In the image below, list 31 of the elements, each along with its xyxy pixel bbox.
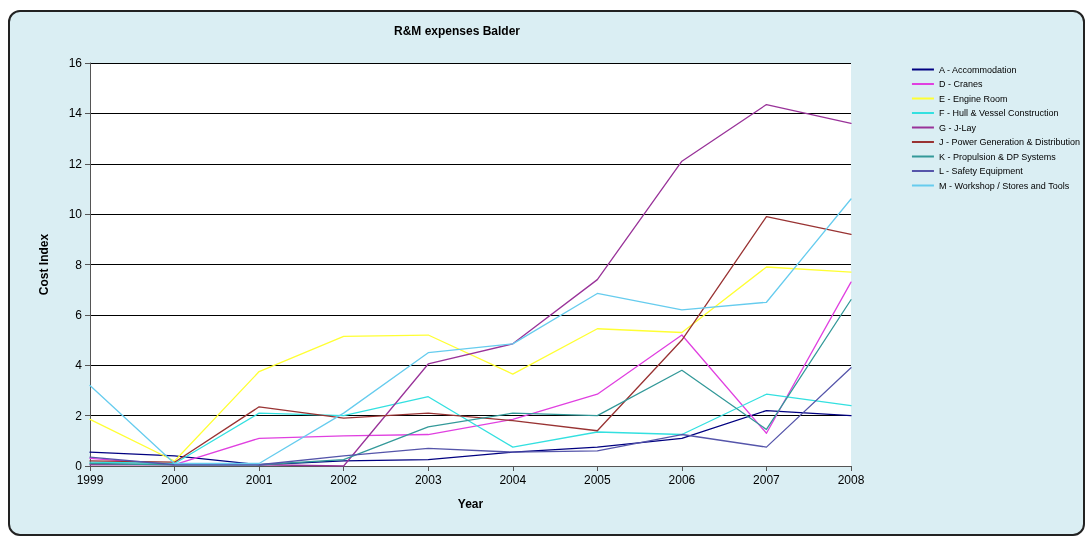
x-axis-title: Year [457,497,484,511]
x-tick-label: 2005 [583,473,611,487]
legend-label: M - Workshop / Stores and Tools [938,180,1070,191]
y-tick-label: 12 [68,156,83,171]
y-axis-title: Cost Index [37,233,51,296]
x-tick-label: 2008 [837,473,865,487]
legend-label: L - Safety Equipment [938,166,1024,176]
legend-label: E - Engine Room [938,93,1008,104]
x-tick-label: 2006 [668,473,696,487]
legend-label: K - Propulsion & DP Systems [938,151,1057,162]
y-tick-label: 6 [75,307,83,322]
chart-title: R&M expenses Balder [393,24,521,38]
y-tick-label: 8 [75,257,83,272]
y-tick-label: 2 [75,408,83,423]
x-tick-label: 2001 [245,473,273,487]
x-tick-label: 2000 [161,473,189,487]
legend-label: D - Cranes [938,79,983,89]
y-tick-label: 10 [68,207,83,222]
x-tick-label: 2007 [753,473,781,487]
legend-label: G - J-Lay [938,122,977,133]
legend-label: F - Hull & Vessel Construction [938,108,1059,118]
legend-label: A - Accommodation [938,64,1017,75]
x-tick-label: 2002 [330,473,358,487]
x-tick-label: 1999 [76,473,104,487]
y-tick-label: 16 [68,56,83,70]
y-tick-label: 4 [75,358,83,373]
x-tick-label: 2003 [414,473,442,487]
x-tick-label: 2004 [499,473,527,487]
legend-label: J - Power Generation & Distribution [938,137,1080,147]
y-tick-label: 14 [68,106,83,121]
y-tick-label: 0 [75,459,83,473]
